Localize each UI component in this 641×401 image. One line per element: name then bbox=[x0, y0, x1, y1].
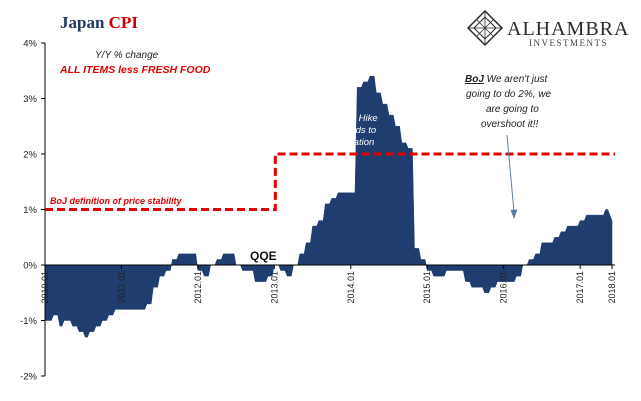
reference-layer bbox=[45, 152, 615, 211]
y-tick-label: 0% bbox=[23, 261, 37, 272]
logo-tagline: INVESTMENTS bbox=[529, 38, 608, 48]
y-tick-label: -1% bbox=[20, 316, 37, 327]
boj-quote-line4: overshoot it!! bbox=[481, 119, 538, 130]
boj-target-line bbox=[45, 152, 615, 211]
tax-hike-line3: Inflation bbox=[341, 137, 374, 148]
y-tick-label: 3% bbox=[23, 94, 37, 105]
y-tick-label: 1% bbox=[23, 205, 37, 216]
area-layer bbox=[44, 76, 613, 338]
boj-quote-annotation: BoJ We aren't just going to do 2%, we ar… bbox=[465, 74, 551, 219]
y-axis-ticks: 4% 3% 2% 1% 0% -1% -2% bbox=[20, 39, 45, 383]
boj-quote-line3: are going to bbox=[486, 104, 539, 115]
boj-quote-lead: BoJ bbox=[465, 74, 484, 85]
boj-quote-line2: going to do 2%, we bbox=[466, 89, 551, 100]
series-area-all-items-less-fresh-food bbox=[44, 76, 613, 338]
title-japan: Japan bbox=[60, 13, 109, 32]
x-tick-label: 2013.01 bbox=[269, 271, 279, 304]
tax-hike-line1: Tax Hike bbox=[341, 113, 378, 124]
x-axis-ticks: 2010.01 2011.01 2012.01 2013.01 2014.01 2015.… bbox=[40, 265, 617, 304]
x-tick-label: 2014.01 bbox=[346, 271, 356, 304]
boj-quote-arrow bbox=[506, 134, 515, 213]
series-label: ALL ITEMS less FRESH FOOD bbox=[59, 64, 211, 76]
boj-quote-arrow-head bbox=[510, 209, 518, 219]
qqe-label: QQE bbox=[250, 249, 277, 263]
tax-hike-annotation: Tax Hike Adds to Inflation bbox=[341, 113, 378, 148]
x-tick-label: 2012.01 bbox=[193, 271, 203, 304]
tax-hike-line2: Adds to bbox=[343, 125, 376, 136]
y-tick-label: 2% bbox=[23, 150, 37, 161]
logo-name: ALHAMBRA bbox=[507, 18, 629, 40]
logo-diamond-icon bbox=[466, 9, 504, 47]
boj-definition-label: BoJ definition of price stability bbox=[50, 196, 183, 206]
x-tick-label: 2017.01 bbox=[575, 271, 585, 304]
boj-quote-text1: We aren't just bbox=[484, 74, 549, 85]
boj-quote-line1: BoJ We aren't just bbox=[465, 74, 549, 85]
x-tick-label: 2016.01 bbox=[499, 271, 509, 304]
x-tick-label: 2011.01 bbox=[116, 271, 126, 303]
chart-subtitle: Y/Y % change bbox=[95, 50, 159, 61]
title-cpi: CPI bbox=[109, 13, 139, 32]
alhambra-logo: ALHAMBRA INVESTMENTS bbox=[466, 9, 629, 48]
chart-title: Japan CPI bbox=[60, 13, 138, 32]
x-tick-label: 2018.01 bbox=[607, 271, 617, 304]
y-tick-label: 4% bbox=[23, 39, 37, 50]
y-tick-label: -2% bbox=[20, 372, 37, 383]
x-tick-label: 2010.01 bbox=[40, 271, 50, 304]
x-tick-label: 2015.01 bbox=[422, 271, 432, 304]
